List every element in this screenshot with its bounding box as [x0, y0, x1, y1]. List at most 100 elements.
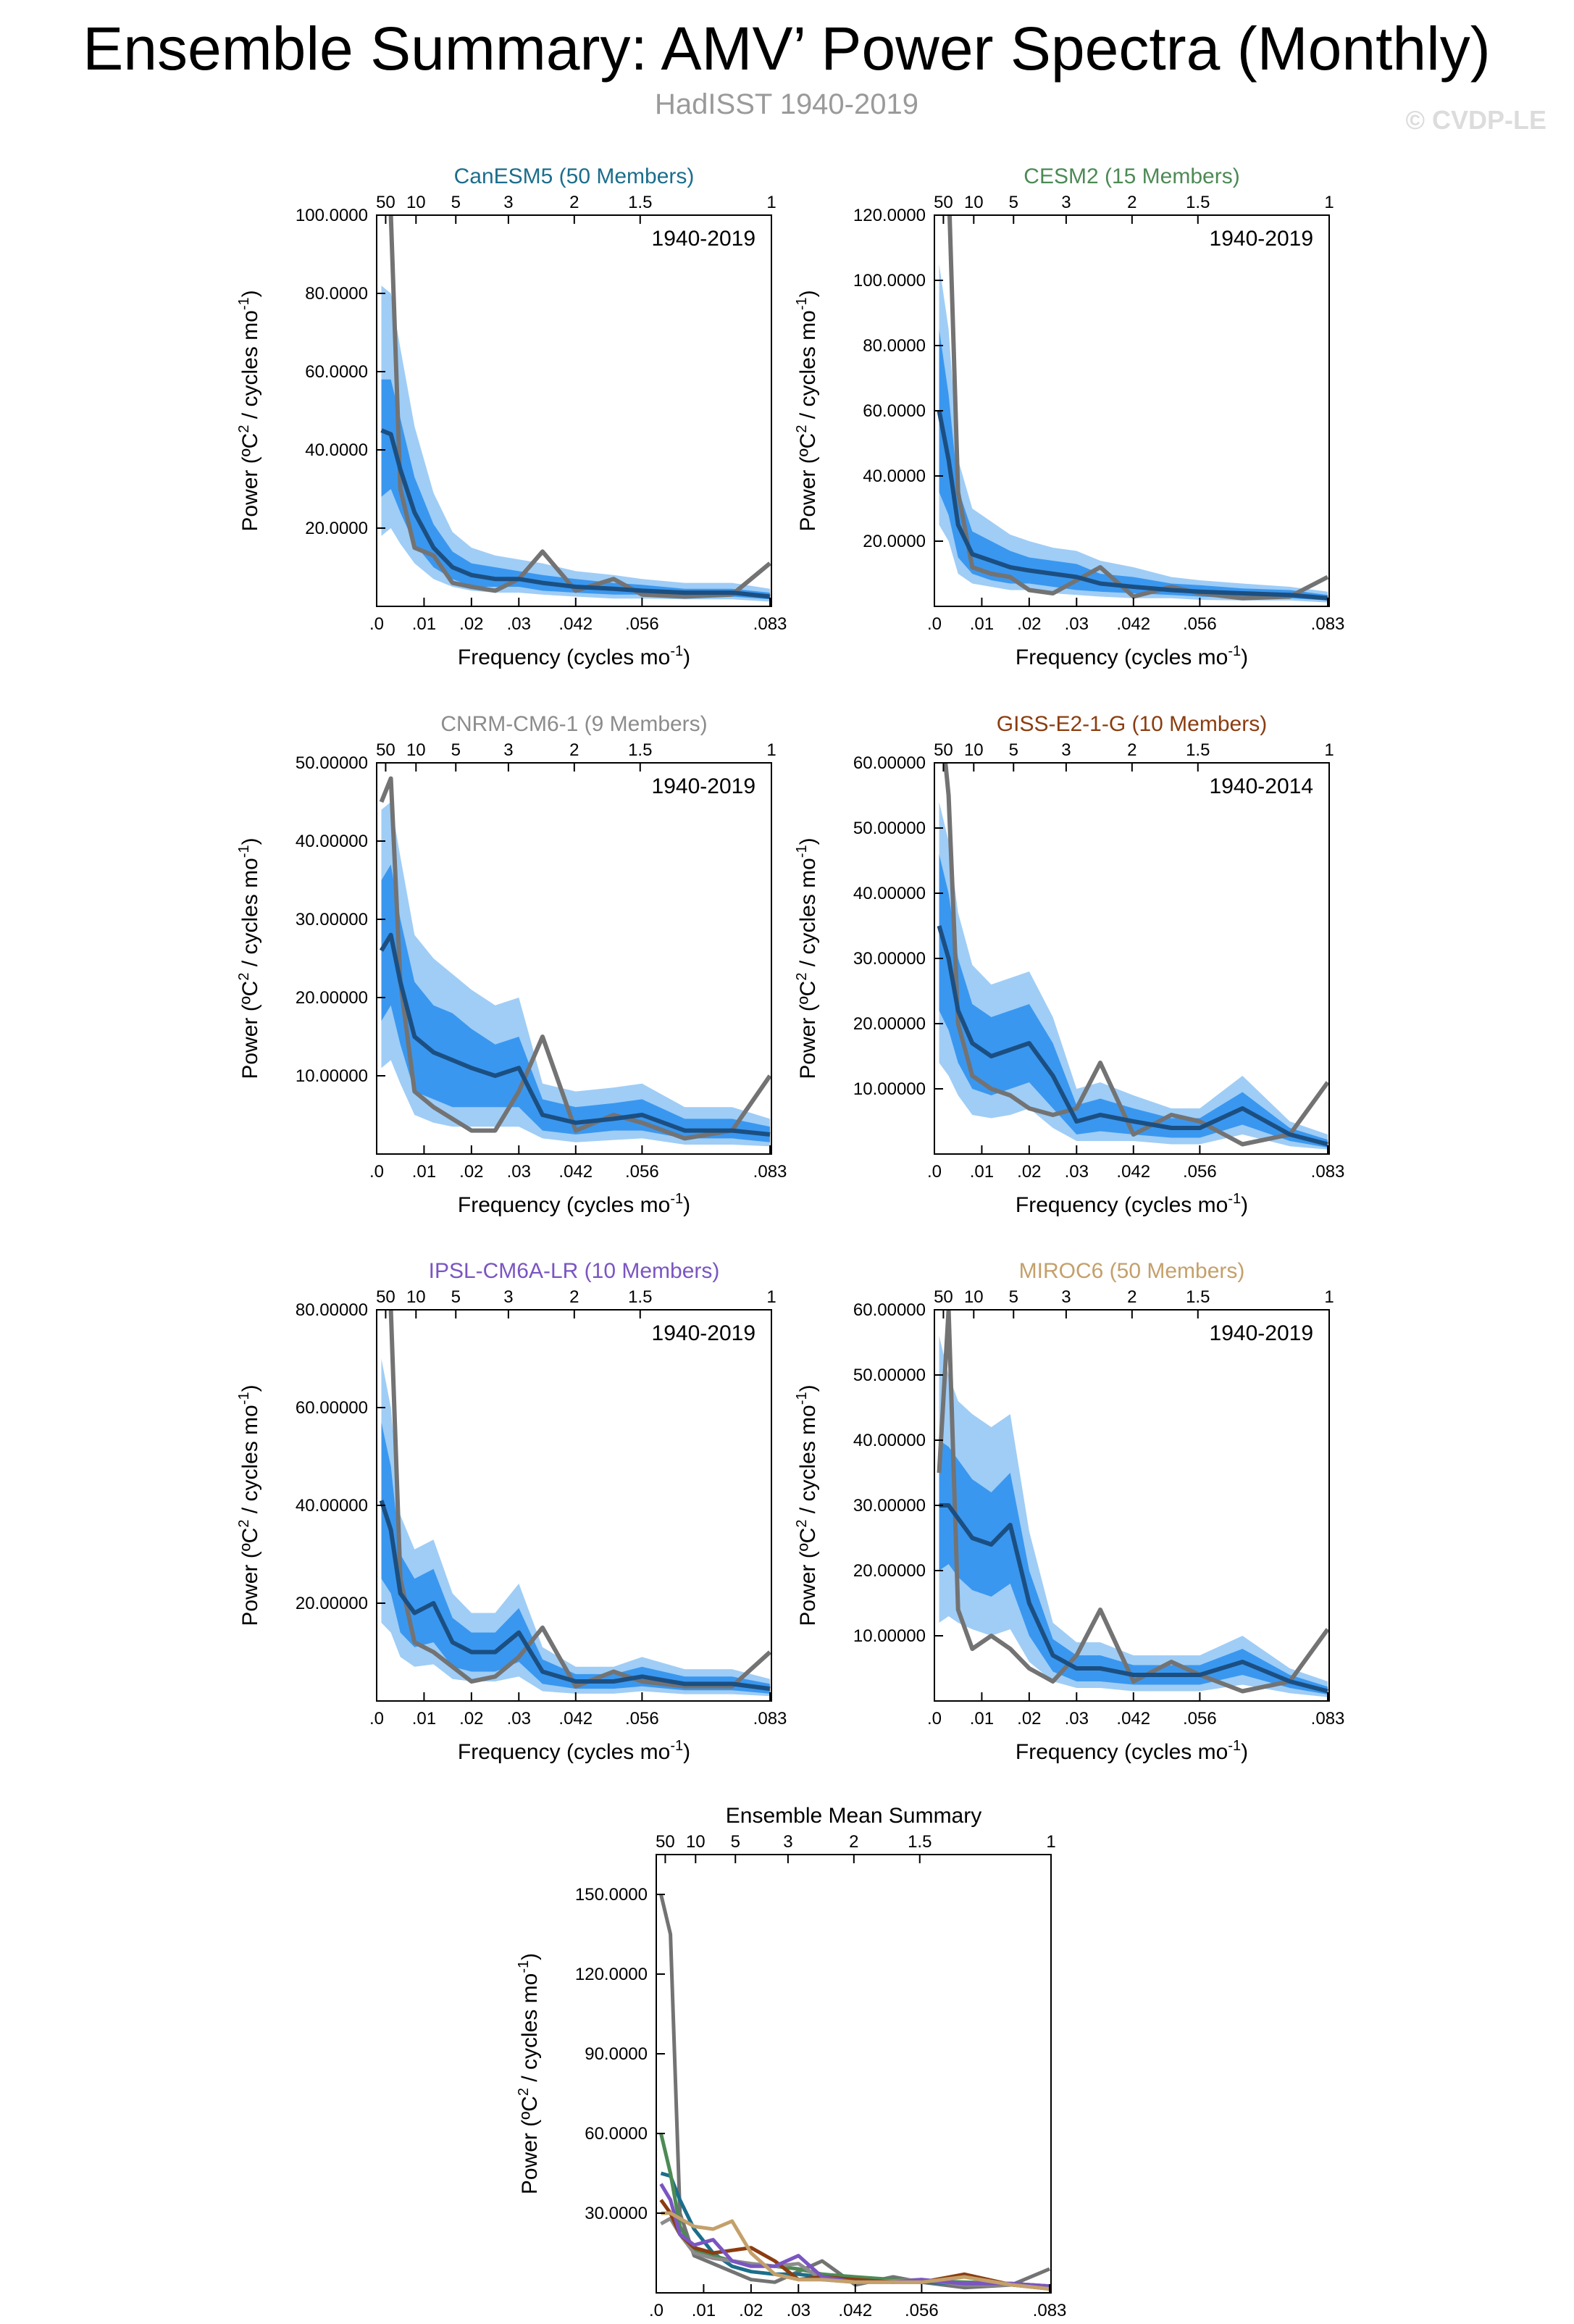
plot-area [379, 776, 771, 1147]
y-tick-label: 50.00000 [853, 819, 926, 838]
chart-panel-4: .0 .01 .02 .03 .042 .056 .083 50 10 5 3 2 1.5 1 10.000… [794, 712, 1344, 1217]
x-tick-label: .042 [1116, 1162, 1150, 1182]
y-tick-label: 60.0000 [863, 401, 926, 421]
x-tick-label: .0 [369, 1162, 384, 1182]
period-tick-label: 5 [1009, 740, 1018, 760]
period-tick-label: 2 [569, 740, 579, 760]
x-tick-label: .042 [558, 1709, 593, 1729]
series-line-hadisst [659, 1894, 1050, 2290]
period-tick-label: 10 [406, 740, 426, 760]
x-tick-label: .02 [739, 2301, 763, 2320]
period-tick-label: 2 [1127, 193, 1136, 212]
x-tick-label: .0 [369, 1709, 384, 1729]
y-axis-label: Power (ºC2 / cycles mo-1) [236, 837, 262, 1079]
period-tick-label: 1.5 [1186, 193, 1210, 212]
period-tick-label: 50 [376, 193, 395, 212]
observed-spectrum-line [388, 215, 771, 599]
y-tick-label: 20.00000 [296, 988, 368, 1008]
y-tick-label: 40.00000 [853, 884, 926, 903]
period-tick-label: 10 [406, 1287, 426, 1307]
y-axis-label: Power (ºC2 / cycles mo-1) [236, 1384, 262, 1626]
ensemble-mean-line [379, 1500, 771, 1692]
observed-spectrum-line [379, 776, 771, 1141]
period-tick-label: 2 [1127, 1287, 1136, 1307]
period-tick-label: 5 [451, 193, 461, 212]
x-tick-label: .02 [459, 1709, 483, 1729]
figure-subtitle: HadISST 1940-2019 [655, 88, 918, 120]
outer-spread-band [939, 802, 1328, 1150]
period-tick-label: 1 [1046, 1832, 1055, 1852]
y-tick-label: 60.00000 [853, 1300, 926, 1320]
period-tick-label: 50 [376, 1287, 395, 1307]
panel-title: GISS-E2-1-G (10 Members) [997, 712, 1267, 736]
x-tick-label: .01 [970, 614, 994, 634]
y-tick-label: 40.00000 [296, 1496, 368, 1516]
observed-spectrum-line [937, 1310, 1329, 1694]
x-tick-label: .056 [1183, 614, 1217, 634]
y-tick-label: 20.00000 [296, 1594, 368, 1613]
y-tick-label: 60.00000 [296, 1398, 368, 1418]
x-axis-label: Frequency (cycles mo-1) [1016, 643, 1248, 669]
y-tick-label: 20.0000 [863, 532, 926, 551]
x-tick-label: .01 [970, 1709, 994, 1729]
plot-area [379, 1310, 771, 1697]
x-tick-label: .0 [369, 614, 384, 634]
x-axis-label: Frequency (cycles mo-1) [458, 1191, 690, 1217]
chart-panel-3: .0 .01 .02 .03 .042 .056 .083 50 10 5 3 2 1.5 1 10.000… [236, 712, 787, 1217]
y-tick-label: 60.0000 [305, 362, 368, 382]
series-line-ipsl-cm6a-lr [659, 2183, 1050, 2289]
period-tick-label: 50 [656, 1832, 675, 1852]
x-tick-label: .056 [905, 2301, 939, 2320]
period-tick-label: 1 [1324, 1287, 1334, 1307]
period-tick-label: 50 [934, 740, 953, 760]
period-tick-label: 1.5 [628, 193, 652, 212]
y-axis-label: Power (ºC2 / cycles mo-1) [794, 290, 820, 531]
y-axis-label: Power (ºC2 / cycles mo-1) [516, 1953, 542, 2194]
period-tick-label: 3 [1061, 1287, 1071, 1307]
x-tick-label: .083 [753, 614, 787, 634]
panel-title: CESM2 (15 Members) [1023, 164, 1239, 188]
period-label: 1940-2019 [1210, 1321, 1313, 1345]
x-tick-label: .042 [838, 2301, 872, 2320]
x-tick-label: .056 [625, 1162, 659, 1182]
y-tick-label: 10.00000 [853, 1079, 926, 1099]
x-tick-label: .03 [1065, 1162, 1089, 1182]
x-tick-label: .02 [1017, 1162, 1041, 1182]
plot-area [659, 1894, 1050, 2291]
x-tick-label: .03 [507, 614, 531, 634]
period-tick-label: 10 [406, 193, 426, 212]
ensemble-mean-line [939, 1503, 1328, 1694]
period-tick-label: 10 [964, 1287, 984, 1307]
y-tick-label: 30.00000 [853, 1496, 926, 1516]
x-tick-label: .056 [625, 614, 659, 634]
y-tick-label: 40.00000 [853, 1431, 926, 1450]
period-tick-label: 5 [451, 1287, 461, 1307]
y-tick-label: 20.00000 [853, 1561, 926, 1581]
x-tick-label: .042 [558, 1162, 593, 1182]
series-line-miroc6 [661, 2211, 1050, 2291]
x-tick-label: .056 [1183, 1709, 1217, 1729]
period-tick-label: 1 [1324, 740, 1334, 760]
chart-panel-7: .0 .01 .02 .03 .042 .056 .083 50 10 5 3 2 1.5 1 30.000… [516, 1804, 1066, 2320]
plot-area [937, 215, 1329, 603]
chart-panel-5: .0 .01 .02 .03 .042 .056 .083 50 10 5 3 2 1.5 1 20.000… [236, 1259, 787, 1764]
x-tick-label: .056 [1183, 1162, 1217, 1182]
period-tick-label: 3 [1061, 193, 1071, 212]
x-tick-label: .083 [753, 1162, 787, 1182]
period-tick-label: 1 [766, 193, 776, 212]
panel-title: CNRM-CM6-1 (9 Members) [440, 712, 707, 736]
y-tick-label: 30.00000 [853, 949, 926, 969]
observed-spectrum-line [943, 763, 1329, 1147]
y-tick-label: 100.0000 [296, 206, 368, 225]
period-tick-label: 1 [766, 740, 776, 760]
y-tick-label: 10.00000 [296, 1066, 368, 1086]
y-tick-label: 40.0000 [305, 440, 368, 460]
period-tick-label: 50 [934, 193, 953, 212]
ensemble-mean-line [379, 932, 771, 1137]
x-axis-label: Frequency (cycles mo-1) [458, 1738, 690, 1764]
period-tick-label: 2 [569, 1287, 579, 1307]
outer-spread-band [381, 1358, 770, 1697]
y-tick-label: 120.0000 [575, 1965, 648, 1984]
